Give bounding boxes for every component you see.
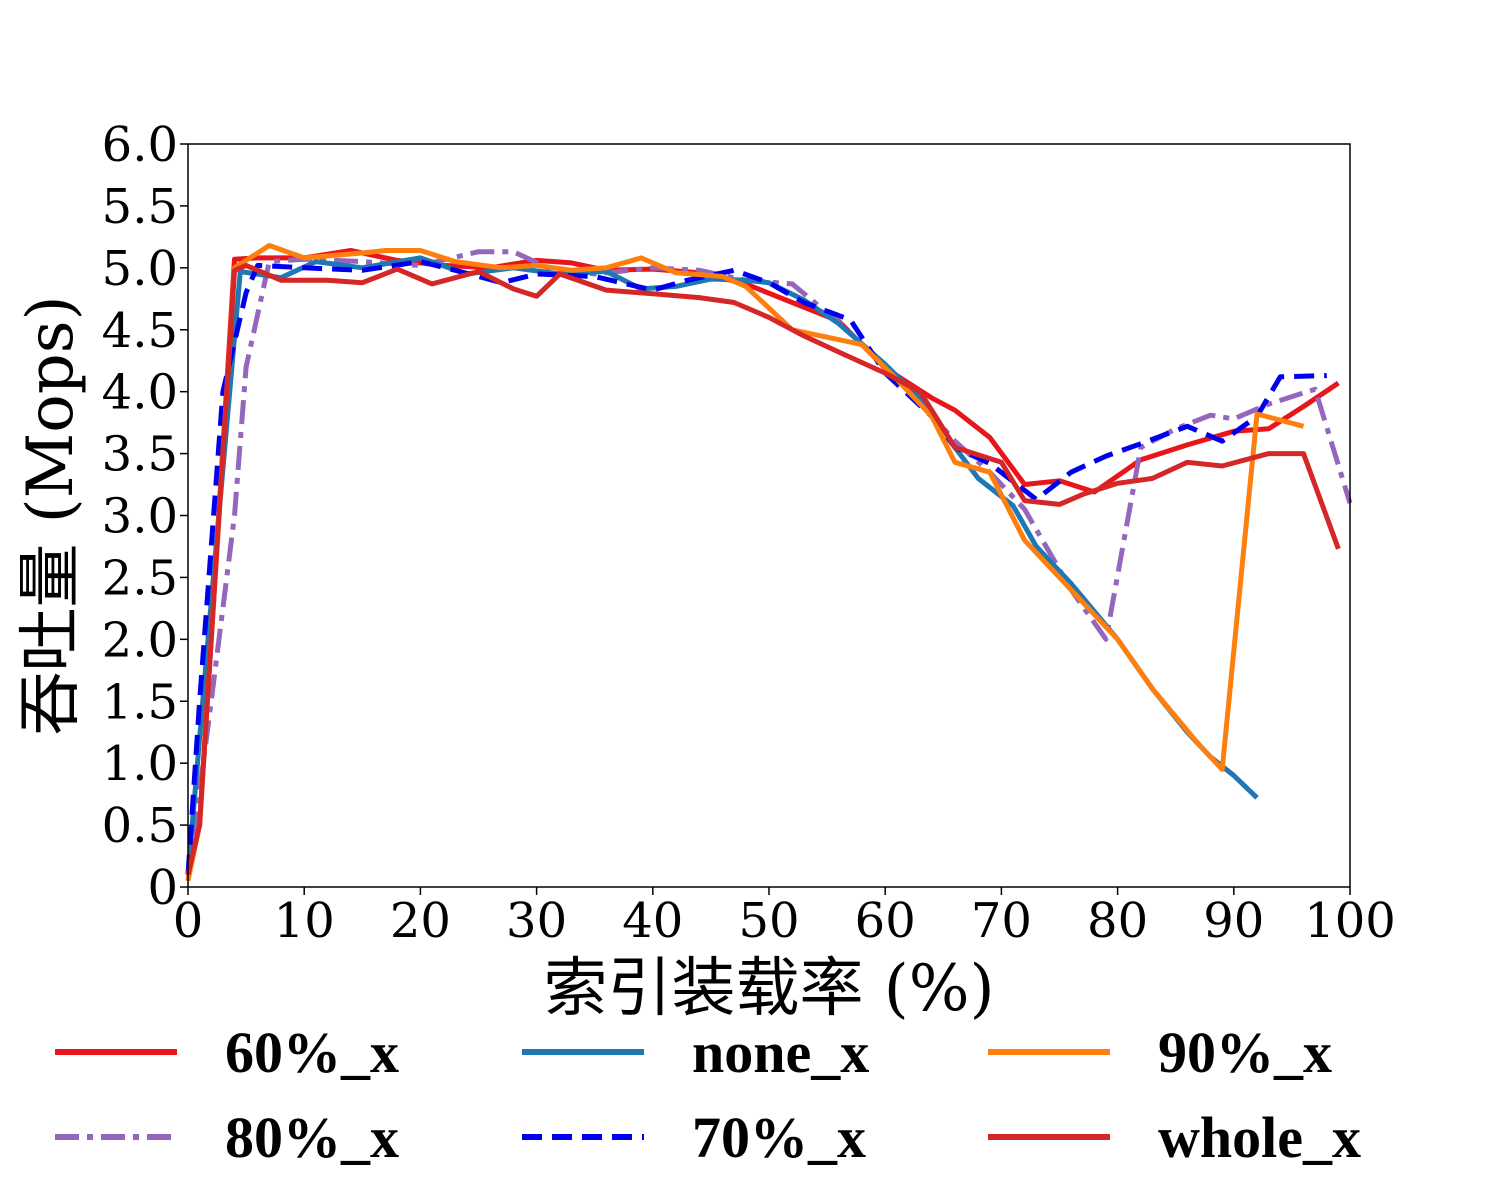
y-axis-title: 吞吐量 (Mops) [14, 295, 88, 735]
y-tick-label: 6.0 [102, 117, 178, 173]
legend-label: 60%_x [225, 1020, 399, 1085]
y-tick-label: 5.0 [102, 241, 178, 297]
x-tick-label: 60 [855, 893, 916, 949]
legend-label: 90%_x [1158, 1020, 1332, 1085]
x-tick-label: 20 [390, 893, 451, 949]
series-line-60%_x [185, 248, 1340, 876]
y-tick-label: 5.5 [102, 179, 178, 235]
x-tick-label: 0 [173, 893, 204, 949]
y-tick-label: 0.5 [102, 798, 178, 854]
y-tick-label: 2.5 [102, 550, 178, 606]
x-tick-label: 70 [971, 893, 1032, 949]
x-tick-label: 80 [1087, 893, 1148, 949]
legend-label: whole_x [1158, 1105, 1361, 1170]
x-tick-label: 50 [738, 893, 799, 949]
y-axis-ticks: 0 0.5 1.0 1.5 2.0 2.53.0 3.5 4.0 4.5 5.0 5.5 6.0 [102, 117, 188, 916]
y-tick-label: 3.0 [102, 489, 178, 545]
y-tick-label: 1.5 [102, 674, 178, 730]
y-tick-label: 3.5 [102, 427, 178, 483]
legend-label: none_x [692, 1020, 869, 1085]
series-line-90%_x [185, 243, 1305, 882]
x-axis-title: 索引装载率 (%) [543, 952, 994, 1026]
x-tick-label: 40 [622, 893, 683, 949]
x-tick-label: 30 [506, 893, 567, 949]
legend: 60%_x 80%_x none_x 70%_x 90%_x whole_x [55, 1020, 1361, 1170]
series-line-80%_x [185, 249, 1353, 882]
legend-label: 70%_x [692, 1105, 866, 1170]
legend-label: 80%_x [225, 1105, 399, 1170]
y-tick-label: 4.5 [102, 303, 178, 359]
x-tick-label: 100 [1304, 893, 1396, 949]
x-tick-label: 10 [274, 893, 335, 949]
series-line-70%_x [185, 259, 1327, 875]
x-tick-label: 90 [1203, 893, 1264, 949]
y-tick-label: 1.0 [102, 736, 178, 792]
y-tick-label: 4.0 [102, 365, 178, 421]
series-layer [185, 243, 1353, 882]
x-axis-ticks: 0 10 20 30 40 50 60 70 80 90 100 [173, 887, 1396, 949]
y-tick-label: 2.0 [102, 612, 178, 668]
series-line-none_x [185, 255, 1259, 875]
y-tick-label: 0 [147, 860, 178, 916]
series-line-whole_x [185, 262, 1341, 876]
